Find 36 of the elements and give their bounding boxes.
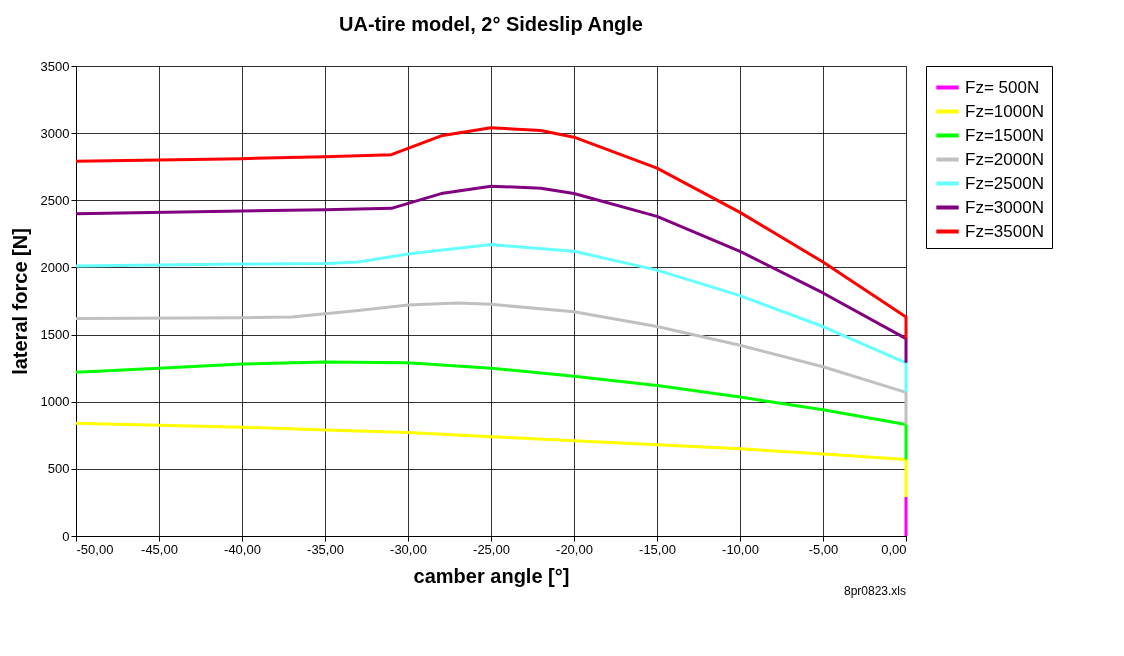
- y-axis-title: lateral force [N]: [8, 228, 31, 375]
- x-tick-label: -45,00: [141, 541, 178, 557]
- legend-label: Fz= 500N: [965, 77, 1040, 97]
- x-tick-label: -40,00: [224, 541, 261, 557]
- x-axis-title: camber angle [°]: [413, 564, 570, 587]
- y-tick-label: 2500: [40, 192, 70, 208]
- y-tick-label: 3500: [40, 58, 70, 74]
- legend-label: Fz=2000N: [965, 149, 1044, 169]
- line-series: [74, 421, 908, 499]
- y-tick-label: 1500: [40, 327, 70, 343]
- x-tick-label: -20,00: [556, 541, 593, 557]
- legend-label: Fz=1000N: [965, 101, 1044, 121]
- x-tick-label: -5,00: [808, 541, 839, 557]
- legend-label: Fz=3000N: [965, 197, 1044, 217]
- x-tick-label: 0,00: [881, 541, 907, 557]
- y-tick-label: 2000: [40, 259, 70, 275]
- y-tick-label: 3000: [40, 125, 70, 141]
- chart-title: UA-tire model, 2° Sideslip Angle: [339, 13, 643, 35]
- line-series: [74, 301, 908, 427]
- x-tick-label: -15,00: [639, 541, 676, 557]
- legend-label: Fz=3500N: [965, 221, 1044, 241]
- y-tick-label: 500: [47, 461, 70, 477]
- x-tick-label: -30,00: [390, 541, 427, 557]
- line-series: [74, 126, 908, 341]
- line-series: [74, 243, 908, 394]
- x-tick-label: -25,00: [473, 541, 510, 557]
- text: 8pr0823.xls: [843, 584, 906, 598]
- x-tick-label: -10,00: [722, 541, 759, 557]
- y-tick-label: 1000: [40, 394, 70, 410]
- line-series: [74, 184, 908, 365]
- y-tick-label: 0: [62, 528, 70, 544]
- legend-label: Fz=2500N: [965, 173, 1044, 193]
- x-tick-label: -35,00: [307, 541, 344, 557]
- line-series: [74, 360, 908, 461]
- x-tick-label: -50,00: [76, 541, 114, 557]
- legend-label: Fz=1500N: [965, 125, 1044, 145]
